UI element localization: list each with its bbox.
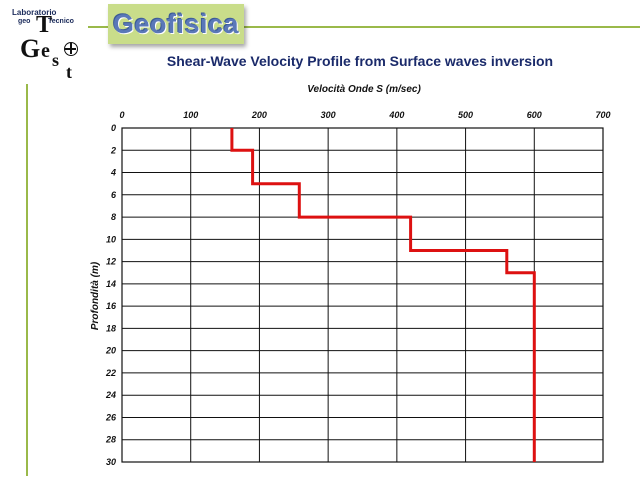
top-horizontal-rule xyxy=(88,26,640,28)
x-tick-label: 500 xyxy=(458,110,473,120)
y-tick-label: 26 xyxy=(105,412,117,422)
y-tick-label: 24 xyxy=(105,390,116,400)
y-tick-label: 30 xyxy=(106,457,116,467)
globe-icon xyxy=(64,42,78,56)
logo-word-geo: geo xyxy=(18,18,31,25)
logo-word-tecnico: Tecnico xyxy=(48,18,74,25)
y-tick-label: 16 xyxy=(106,301,117,311)
plot-frame xyxy=(121,127,604,463)
logo-letter-s: s xyxy=(52,50,60,70)
y-tick-label: 12 xyxy=(106,257,116,267)
y-tick-label: 4 xyxy=(110,168,116,178)
chart-title: Shear-Wave Velocity Profile from Surface… xyxy=(166,53,554,69)
x-tick-label: 100 xyxy=(183,110,198,120)
section-badge: Geofisica xyxy=(108,4,244,44)
y-tick-label: 6 xyxy=(111,190,117,200)
x-tick-label: 700 xyxy=(595,110,610,120)
y-tick-label: 14 xyxy=(106,279,116,289)
y-tick-label: 28 xyxy=(105,435,116,445)
laboratorio-gtest-logo: Laboratorio geo Tecnico T G e s t xyxy=(8,6,82,84)
velocity-profile-line xyxy=(230,128,536,462)
y-tick-label: 10 xyxy=(106,234,116,244)
y-tick-label: 22 xyxy=(105,368,116,378)
tick-label-layer: 0 100 200 300 400 500 600 700024681012141618202… xyxy=(105,110,611,467)
y-tick-label: 8 xyxy=(111,212,116,222)
logo-letter-t: T xyxy=(36,12,53,38)
logo-letter-t-2: t xyxy=(66,62,72,82)
y-axis-label: Profondità (m) xyxy=(90,261,101,330)
x-tick-label: 200 xyxy=(251,110,267,120)
y-tick-label: 20 xyxy=(105,346,116,356)
x-tick-label: 0 xyxy=(119,110,124,120)
y-tick-label: 0 xyxy=(111,123,116,133)
series-layer xyxy=(230,128,536,462)
logo-line-laboratorio: Laboratorio xyxy=(12,8,57,17)
logo-letter-g: G xyxy=(20,34,41,63)
y-tick-label: 18 xyxy=(106,323,116,333)
logo-letter-e: e xyxy=(41,40,50,62)
x-tick-label: 600 xyxy=(527,110,542,120)
x-tick-label: 400 xyxy=(388,110,404,120)
left-vertical-rule xyxy=(26,84,28,476)
x-tick-label: 300 xyxy=(321,110,336,120)
y-tick-label: 2 xyxy=(110,145,116,155)
x-axis-label: Velocità Onde S (m/sec) xyxy=(307,84,421,95)
grid-layer xyxy=(121,127,604,463)
